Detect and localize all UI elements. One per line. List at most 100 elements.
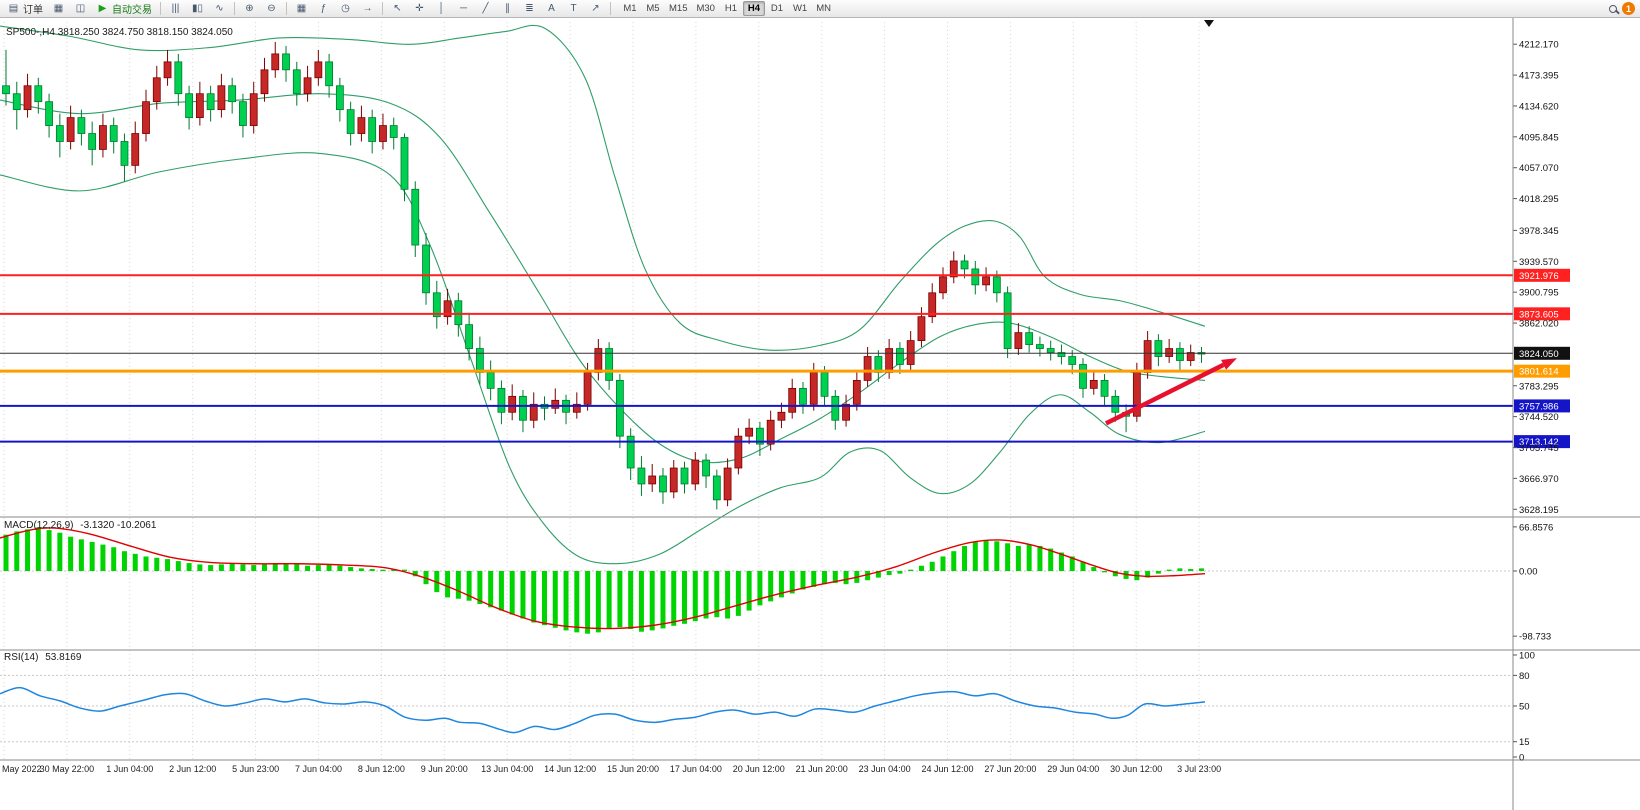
- text-button[interactable]: A: [541, 1, 562, 17]
- indicators-icon: ƒ: [320, 2, 327, 14]
- macd-panel: 66.8576 0.00 -98.733: [0, 522, 1553, 643]
- svg-text:17 Jun 04:00: 17 Jun 04:00: [670, 764, 722, 774]
- svg-text:3628.195: 3628.195: [1519, 505, 1559, 516]
- svg-text:0: 0: [1519, 753, 1524, 764]
- svg-text:May 2022: May 2022: [2, 764, 42, 774]
- svg-text:20 Jun 12:00: 20 Jun 12:00: [733, 764, 785, 774]
- price-badge: [1514, 307, 1570, 321]
- arrows-icon: ↗: [591, 2, 600, 14]
- timeframe-w1[interactable]: W1: [789, 1, 811, 16]
- svg-text:8 Jun 12:00: 8 Jun 12:00: [358, 764, 405, 774]
- timeframe-h4[interactable]: H4: [742, 1, 765, 16]
- vertical-line-button[interactable]: │: [431, 1, 452, 17]
- price-badge: [1514, 268, 1570, 282]
- trendline-button[interactable]: ╱: [475, 1, 496, 17]
- chart-canvas[interactable]: 3921.976 3873.605 3824.050 3801.614 3757.986…: [0, 18, 1640, 810]
- horizontal-line-button[interactable]: ─: [453, 1, 474, 17]
- bollinger-lower: [0, 152, 1206, 565]
- timeframe-d1[interactable]: D1: [766, 1, 788, 16]
- rsi-line: [0, 686, 1206, 734]
- trendline-icon: ╱: [482, 2, 489, 14]
- svg-text:30 Jun 12:00: 30 Jun 12:00: [1110, 764, 1162, 774]
- svg-text:15 Jun 20:00: 15 Jun 20:00: [607, 764, 659, 774]
- svg-text:-98.733: -98.733: [1519, 632, 1551, 643]
- chart-window-icon: ▦: [53, 2, 64, 14]
- profiles-icon: ◫: [75, 2, 86, 14]
- tile-windows-button[interactable]: ▦: [291, 1, 312, 17]
- svg-text:3978.345: 3978.345: [1519, 226, 1559, 237]
- timeframe-m30[interactable]: M30: [692, 1, 718, 16]
- timeframe-m15[interactable]: M15: [665, 1, 691, 16]
- toolbar-separator: [382, 2, 383, 15]
- svg-text:50: 50: [1519, 702, 1530, 713]
- period-button[interactable]: ◷: [335, 1, 356, 17]
- zoom-in-button[interactable]: ⊕: [239, 1, 260, 17]
- text-icon: A: [548, 2, 555, 14]
- timeframe-m5[interactable]: M5: [642, 1, 664, 16]
- candlestick-chart-button[interactable]: ▮▯: [187, 1, 208, 17]
- svg-text:3783.295: 3783.295: [1519, 381, 1559, 392]
- svg-text:2 Jun 12:00: 2 Jun 12:00: [169, 764, 216, 774]
- svg-text:3873.605: 3873.605: [1519, 309, 1559, 320]
- crosshair-button[interactable]: ✛: [409, 1, 430, 17]
- svg-text:23 Jun 04:00: 23 Jun 04:00: [859, 764, 911, 774]
- svg-text:3862.020: 3862.020: [1519, 319, 1559, 330]
- svg-text:30 May 22:00: 30 May 22:00: [40, 764, 95, 774]
- svg-text:4018.295: 4018.295: [1519, 194, 1559, 205]
- svg-text:29 Jun 04:00: 29 Jun 04:00: [1047, 764, 1099, 774]
- svg-text:3713.142: 3713.142: [1519, 437, 1559, 448]
- price-badge: [1514, 399, 1570, 413]
- line-chart-button[interactable]: ∿: [209, 1, 230, 17]
- timeframe-m1[interactable]: M1: [619, 1, 641, 16]
- timeframe-h1[interactable]: H1: [720, 1, 742, 16]
- toolbar-separator: [286, 2, 287, 15]
- search-icon[interactable]: [1609, 4, 1617, 13]
- svg-text:13 Jun 04:00: 13 Jun 04:00: [481, 764, 533, 774]
- toolbar-separator: [610, 2, 611, 15]
- channel-icon: ∥: [505, 2, 510, 14]
- svg-text:3824.050: 3824.050: [1519, 349, 1559, 360]
- cursor-button[interactable]: ↖: [387, 1, 408, 17]
- auto-trading-play-icon: ▶: [98, 2, 107, 14]
- price-badge: [1514, 364, 1570, 378]
- channel-button[interactable]: ∥: [497, 1, 518, 17]
- svg-text:3705.745: 3705.745: [1519, 443, 1559, 454]
- indicators-button[interactable]: ƒ: [313, 1, 334, 17]
- svg-text:66.8576: 66.8576: [1519, 522, 1553, 533]
- svg-text:4134.620: 4134.620: [1519, 101, 1559, 112]
- toolbar-separator: [160, 2, 161, 15]
- svg-text:3900.795: 3900.795: [1519, 288, 1559, 299]
- price-lines-layer: [0, 274, 1513, 443]
- profiles-button[interactable]: ◫: [70, 1, 91, 17]
- svg-text:21 Jun 20:00: 21 Jun 20:00: [796, 764, 848, 774]
- notification-badge[interactable]: 1: [1622, 2, 1635, 15]
- label-button[interactable]: T: [563, 1, 584, 17]
- arrows-button[interactable]: ↗: [585, 1, 606, 17]
- auto-trading-button[interactable]: ▶ 自动交易: [92, 1, 156, 17]
- horizontal-line-icon: ─: [459, 2, 468, 14]
- svg-text:9 Jun 20:00: 9 Jun 20:00: [421, 764, 468, 774]
- svg-text:3 Jul 23:00: 3 Jul 23:00: [1177, 764, 1221, 774]
- new-order-icon: ▤: [8, 2, 19, 14]
- bollinger-middle: [0, 93, 1206, 464]
- crosshair-icon: ✛: [415, 2, 424, 14]
- svg-text:1 Jun 04:00: 1 Jun 04:00: [106, 764, 153, 774]
- main-toolbar: ▤ 订单 ▦ ◫ ▶ 自动交易 ||| ▮▯ ∿ ⊕ ⊖ ▦ ƒ ◷ → ↖ ✛ │ ─ ╱ ∥ ≣ A T ↗ M…: [0, 0, 1640, 18]
- cursor-icon: ↖: [393, 2, 402, 14]
- chart-area: 3921.976 3873.605 3824.050 3801.614 3757.986…: [0, 18, 1640, 810]
- svg-text:3801.614: 3801.614: [1519, 367, 1559, 378]
- auto-trading-label: 自动交易: [112, 5, 152, 16]
- trend-arrow[interactable]: [1104, 358, 1237, 426]
- bar-chart-button[interactable]: |||: [165, 1, 186, 17]
- chart-window-button[interactable]: ▦: [48, 1, 69, 17]
- svg-text:3921.976: 3921.976: [1519, 271, 1559, 282]
- toolbar-separator: [234, 2, 235, 15]
- fibonacci-button[interactable]: ≣: [519, 1, 540, 17]
- zoom-out-button[interactable]: ⊖: [261, 1, 282, 17]
- bar-chart-icon: |||: [171, 2, 180, 14]
- timeframe-mn[interactable]: MN: [812, 1, 835, 16]
- new-order-button[interactable]: ▤ 订单: [3, 1, 47, 17]
- vertical-line-icon: │: [438, 2, 445, 14]
- chart-shift-button[interactable]: →: [357, 1, 378, 17]
